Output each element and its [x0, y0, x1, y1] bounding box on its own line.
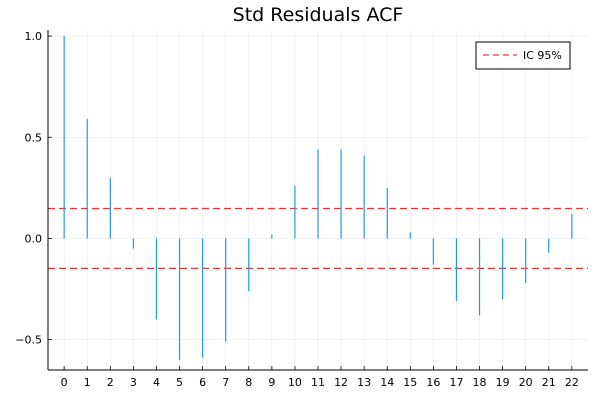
x-tick-label: 3 [130, 376, 137, 389]
legend: IC 95% [475, 41, 571, 70]
x-tick-label: 11 [311, 376, 325, 389]
x-tick-label: 8 [245, 376, 252, 389]
x-tick-label: 16 [426, 376, 440, 389]
x-tick-label: 0 [61, 376, 68, 389]
x-tick-label: 10 [288, 376, 302, 389]
x-tick-label: 2 [107, 376, 114, 389]
x-tick-label: 1 [84, 376, 91, 389]
x-tick-label: 13 [357, 376, 371, 389]
x-tick-label: 5 [176, 376, 183, 389]
y-tick-label: −0.5 [15, 334, 42, 347]
x-tick-label: 4 [153, 376, 160, 389]
x-tick-label: 6 [199, 376, 206, 389]
chart-title: Std Residuals ACF [233, 4, 404, 26]
y-tick-label: 0.0 [25, 232, 43, 245]
y-tick-label: 1.0 [25, 30, 43, 43]
x-tick-label: 17 [449, 376, 463, 389]
tick-labels: 0 1 2 3 4 5 6 7 8 9 10 11 12 13 14 15 16 17 18 19 20 21 221.00… [15, 30, 579, 389]
y-tick-label: 0.5 [25, 131, 43, 144]
x-tick-label: 15 [403, 376, 417, 389]
legend-ic-label: IC 95% [523, 49, 562, 62]
x-tick-label: 22 [565, 376, 579, 389]
x-tick-label: 14 [380, 376, 394, 389]
x-tick-label: 20 [519, 376, 533, 389]
x-tick-label: 18 [473, 376, 487, 389]
x-tick-label: 21 [542, 376, 556, 389]
x-tick-label: 7 [222, 376, 229, 389]
x-tick-label: 12 [334, 376, 348, 389]
x-tick-label: 9 [268, 376, 275, 389]
legend-box [475, 41, 571, 70]
axes [47, 30, 588, 371]
acf-bars [63, 36, 573, 360]
x-tick-label: 19 [496, 376, 510, 389]
